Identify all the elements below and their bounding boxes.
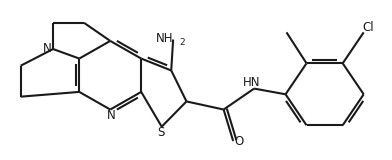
Text: O: O [234, 135, 243, 148]
Text: NH: NH [156, 32, 173, 45]
Text: HN: HN [243, 76, 260, 89]
Text: N: N [107, 109, 116, 122]
Text: 2: 2 [179, 38, 185, 47]
Text: N: N [43, 42, 52, 55]
Text: Cl: Cl [363, 21, 374, 34]
Text: S: S [157, 126, 164, 139]
